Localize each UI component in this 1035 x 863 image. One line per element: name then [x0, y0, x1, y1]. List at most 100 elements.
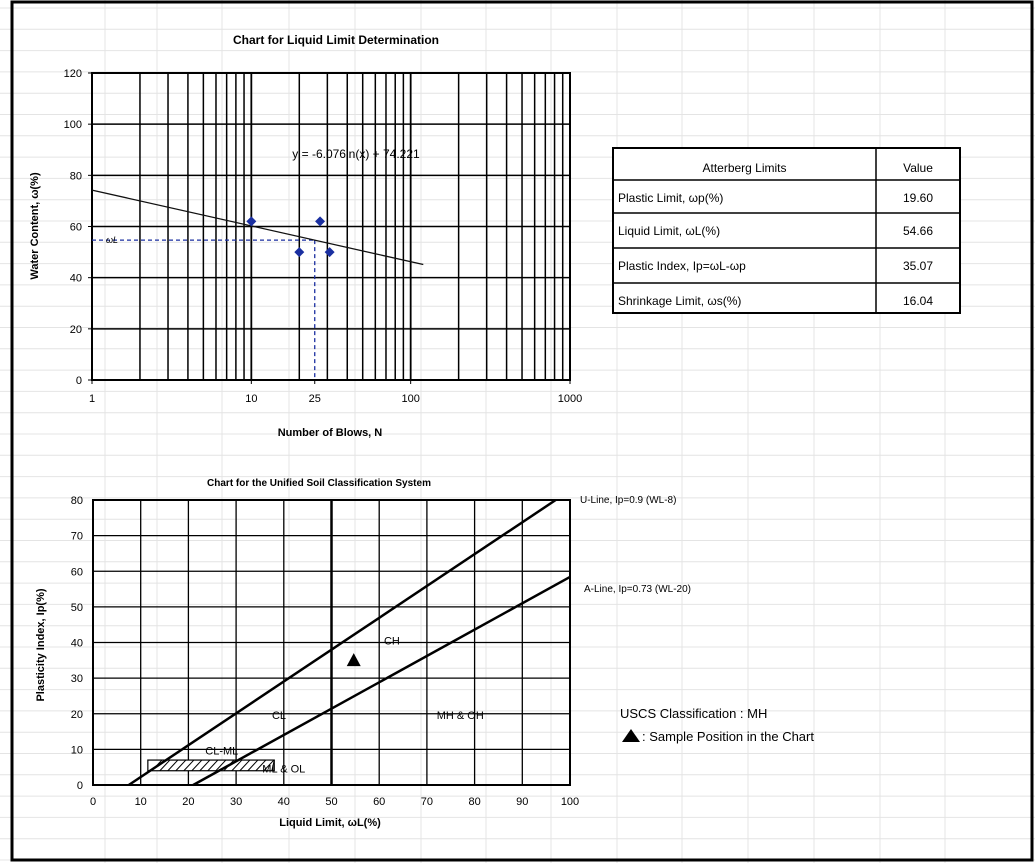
chart-grid: [92, 73, 570, 380]
chart-title: Chart for Liquid Limit Determination: [233, 33, 439, 47]
x-tick-label: 0: [90, 796, 96, 808]
trendline-path: [91, 189, 424, 266]
hatch-line: [183, 759, 195, 772]
hatch-line: [271, 759, 275, 771]
hatch-line: [255, 759, 267, 772]
x-tick-labels: 0 10 20 30 40 50 60 70 80 90 100: [90, 796, 579, 808]
table-cell-value: 19.60: [903, 191, 933, 205]
y-tick-label: 10: [71, 744, 83, 756]
hatch-line: [231, 759, 243, 772]
hatch-line: [175, 759, 187, 772]
x-tick-label: 20: [182, 796, 194, 808]
data-points: [246, 216, 335, 258]
y-tick-label: 0: [77, 780, 83, 792]
y-tick-label: 80: [70, 170, 82, 182]
table-cell-label: Shrinkage Limit, ωs(%): [618, 294, 741, 308]
table-header: Atterberg Limits: [702, 161, 786, 175]
y-tick-label: 60: [70, 222, 82, 234]
liquid-limit-guides: [92, 239, 316, 380]
region-labels: CH CL MH & OH CL-ML ML & OL: [205, 635, 484, 775]
x-tick-label: 1: [89, 393, 95, 405]
guide-label: ωL: [106, 235, 118, 245]
legend-triangle-icon: [622, 729, 640, 742]
atterberg-limits-table: Atterberg Limits Value Plastic Limit, ωp(%…: [612, 147, 961, 314]
y-tick-label: 50: [71, 602, 83, 614]
y-tick-label: 0: [76, 375, 82, 387]
table-cell-label: Plastic Index, Ip=ωL-ωp: [618, 259, 746, 273]
hatch-line: [207, 759, 219, 772]
table-cell-value: 35.07: [903, 259, 933, 273]
x-tick-label: 100: [401, 393, 419, 405]
y-tick-label: 70: [71, 531, 83, 543]
x-tick-label: 90: [516, 796, 528, 808]
x-tick-label: 60: [373, 796, 385, 808]
y-tick-label: 40: [71, 638, 83, 650]
x-tick-label: 80: [468, 796, 480, 808]
y-tick-labels: 0 10 20 30 40 50 60 70 80: [71, 495, 83, 792]
x-tick-label: 100: [561, 796, 579, 808]
hatch-line: [239, 759, 251, 772]
region-label: ML & OL: [262, 764, 305, 776]
table-frame: [612, 147, 961, 314]
table-cell-value: 16.04: [903, 294, 933, 308]
hatch-line: [215, 759, 227, 772]
y-tick-label: 40: [70, 273, 82, 285]
table-cell-label: Liquid Limit, ωL(%): [618, 224, 720, 238]
x-tick-label: 70: [421, 796, 433, 808]
a-line-label: A-Line, Ip=0.73 (WL-20): [584, 584, 691, 595]
x-tick-label: 40: [278, 796, 290, 808]
x-axis-label: Number of Blows, N: [278, 427, 383, 439]
trendline-equation: y = -6.076ln(x) + 74.221: [292, 147, 420, 161]
x-tick-label: 10: [135, 796, 147, 808]
uscs-chart: Chart for the Unified Soil Classificatio…: [35, 478, 691, 829]
trendline: [91, 189, 424, 266]
cl-ml-hatch-zone: [147, 759, 275, 772]
y-axis-label: Plasticity Index, Ip(%): [35, 588, 47, 701]
hatch-line: [199, 759, 211, 772]
print-area-border: [10, 0, 1034, 862]
legend-text: : Sample Position in the Chart: [642, 729, 814, 744]
y-tick-label: 60: [71, 566, 83, 578]
x-tick-label: 10: [245, 393, 257, 405]
hatch-line: [167, 759, 179, 772]
chart-title: Chart for the Unified Soil Classificatio…: [207, 478, 431, 489]
data-point: [246, 216, 257, 227]
table-header: Value: [903, 161, 933, 175]
sample-triangle-icon: [346, 653, 361, 667]
x-tick-label: 1000: [558, 393, 582, 405]
y-tick-label: 20: [71, 709, 83, 721]
hatch-line: [191, 759, 203, 772]
uscs-classification: USCS Classification : MH: [620, 706, 767, 721]
data-point: [294, 247, 305, 258]
liquid-limit-chart: Chart for Liquid Limit Determination 1 10…: [29, 33, 582, 439]
x-tick-label: 50: [325, 796, 337, 808]
y-tick-label: 80: [71, 495, 83, 507]
y-tick-label: 100: [64, 119, 82, 131]
u-line-label: U-Line, Ip=0.9 (WL-8): [580, 495, 676, 506]
data-point: [324, 247, 335, 258]
table-cell-value: 54.66: [903, 224, 933, 238]
x-tick-label: 30: [230, 796, 242, 808]
y-tick-label: 20: [70, 324, 82, 336]
hatch-line: [263, 759, 275, 772]
region-label: CH: [384, 635, 400, 647]
region-label: CL-ML: [205, 746, 238, 758]
data-point: [315, 216, 326, 227]
hatch-line: [159, 759, 171, 772]
classification-lines: [128, 498, 571, 787]
plot-frame: [92, 499, 571, 786]
y-axis-label: Water Content, ω(%): [29, 172, 41, 280]
u-line: [128, 498, 557, 787]
x-tick-labels: 1 10 25 100 1000: [89, 380, 582, 405]
x-tick-label: 25: [309, 393, 321, 405]
a-line: [192, 575, 571, 787]
region-label: MH & OH: [437, 710, 484, 722]
table-cell-label: Plastic Limit, ωp(%): [618, 191, 723, 205]
sample-marker: [346, 653, 361, 667]
y-tick-labels: 0 20 40 60 80 100 120: [64, 68, 92, 387]
y-tick-label: 30: [71, 673, 83, 685]
hatch-box: [147, 759, 275, 772]
y-tick-label: 120: [64, 68, 82, 80]
